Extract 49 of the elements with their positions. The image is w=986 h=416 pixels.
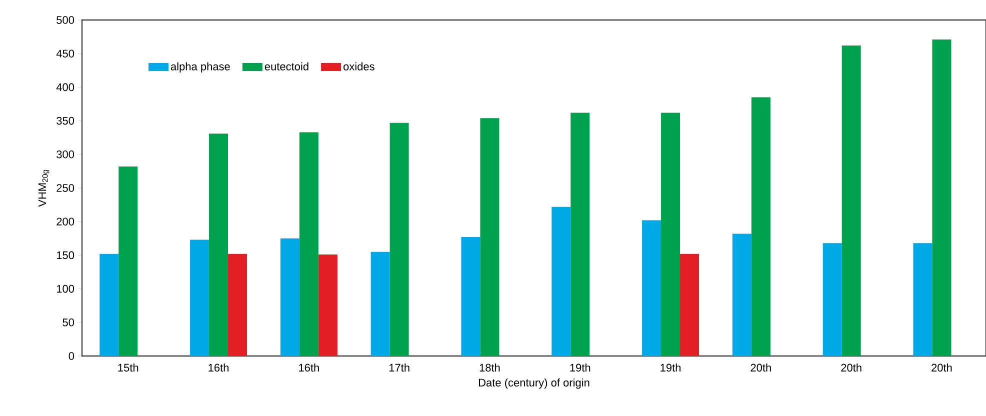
x-axis-title: Date (century) of origin — [478, 378, 590, 389]
bar — [118, 166, 138, 356]
y-tick-label: 50 — [62, 318, 74, 326]
y-tick-label: 200 — [56, 218, 74, 226]
bar — [552, 206, 571, 356]
x-tick-label: 17th — [389, 364, 410, 372]
y-tick-label: 250 — [56, 184, 74, 192]
bar — [570, 112, 590, 356]
bar — [299, 132, 318, 356]
x-tick-label: 19th — [660, 364, 681, 372]
y-tick-label: 450 — [56, 50, 74, 58]
bar — [642, 220, 662, 356]
bar — [661, 112, 680, 356]
bar — [680, 254, 700, 356]
bar — [461, 237, 480, 356]
y-axis-title: VHM$_{20g}$ — [38, 170, 50, 207]
y-tick-label: 0 — [68, 352, 74, 360]
bar — [913, 243, 932, 356]
legend-label: alpha phase — [170, 62, 230, 73]
bar — [190, 240, 210, 356]
bar — [280, 238, 300, 356]
bar — [370, 252, 390, 356]
x-tick-label: 20th — [932, 364, 952, 372]
y-tick-label: 100 — [56, 284, 74, 293]
legend-label: eutectoid — [264, 62, 308, 70]
y-tick-label: 500 — [56, 16, 74, 24]
y-tick-label: 350 — [56, 116, 74, 125]
bar — [209, 134, 228, 356]
x-tick-label: 19th — [570, 364, 590, 372]
bar — [842, 46, 861, 356]
x-tick-label: 16th — [208, 364, 228, 372]
bar — [390, 122, 409, 356]
y-tick-label: 300 — [56, 150, 74, 158]
x-tick-label: 18th — [480, 364, 500, 372]
y-tick-label: 150 — [56, 251, 74, 260]
bar — [228, 254, 248, 356]
y-tick-label: 400 — [56, 83, 74, 92]
bar — [732, 234, 752, 356]
bar — [480, 118, 500, 356]
x-tick-label: 15th — [118, 364, 138, 372]
bar — [822, 243, 842, 356]
bar — [751, 97, 770, 356]
legend-label: oxides — [343, 62, 374, 70]
x-tick-label: 16th — [299, 364, 319, 372]
x-tick-label: 20th — [841, 364, 862, 372]
bar — [100, 254, 119, 356]
bar — [318, 254, 338, 356]
x-tick-label: 20th — [750, 364, 771, 372]
bar — [932, 39, 952, 356]
